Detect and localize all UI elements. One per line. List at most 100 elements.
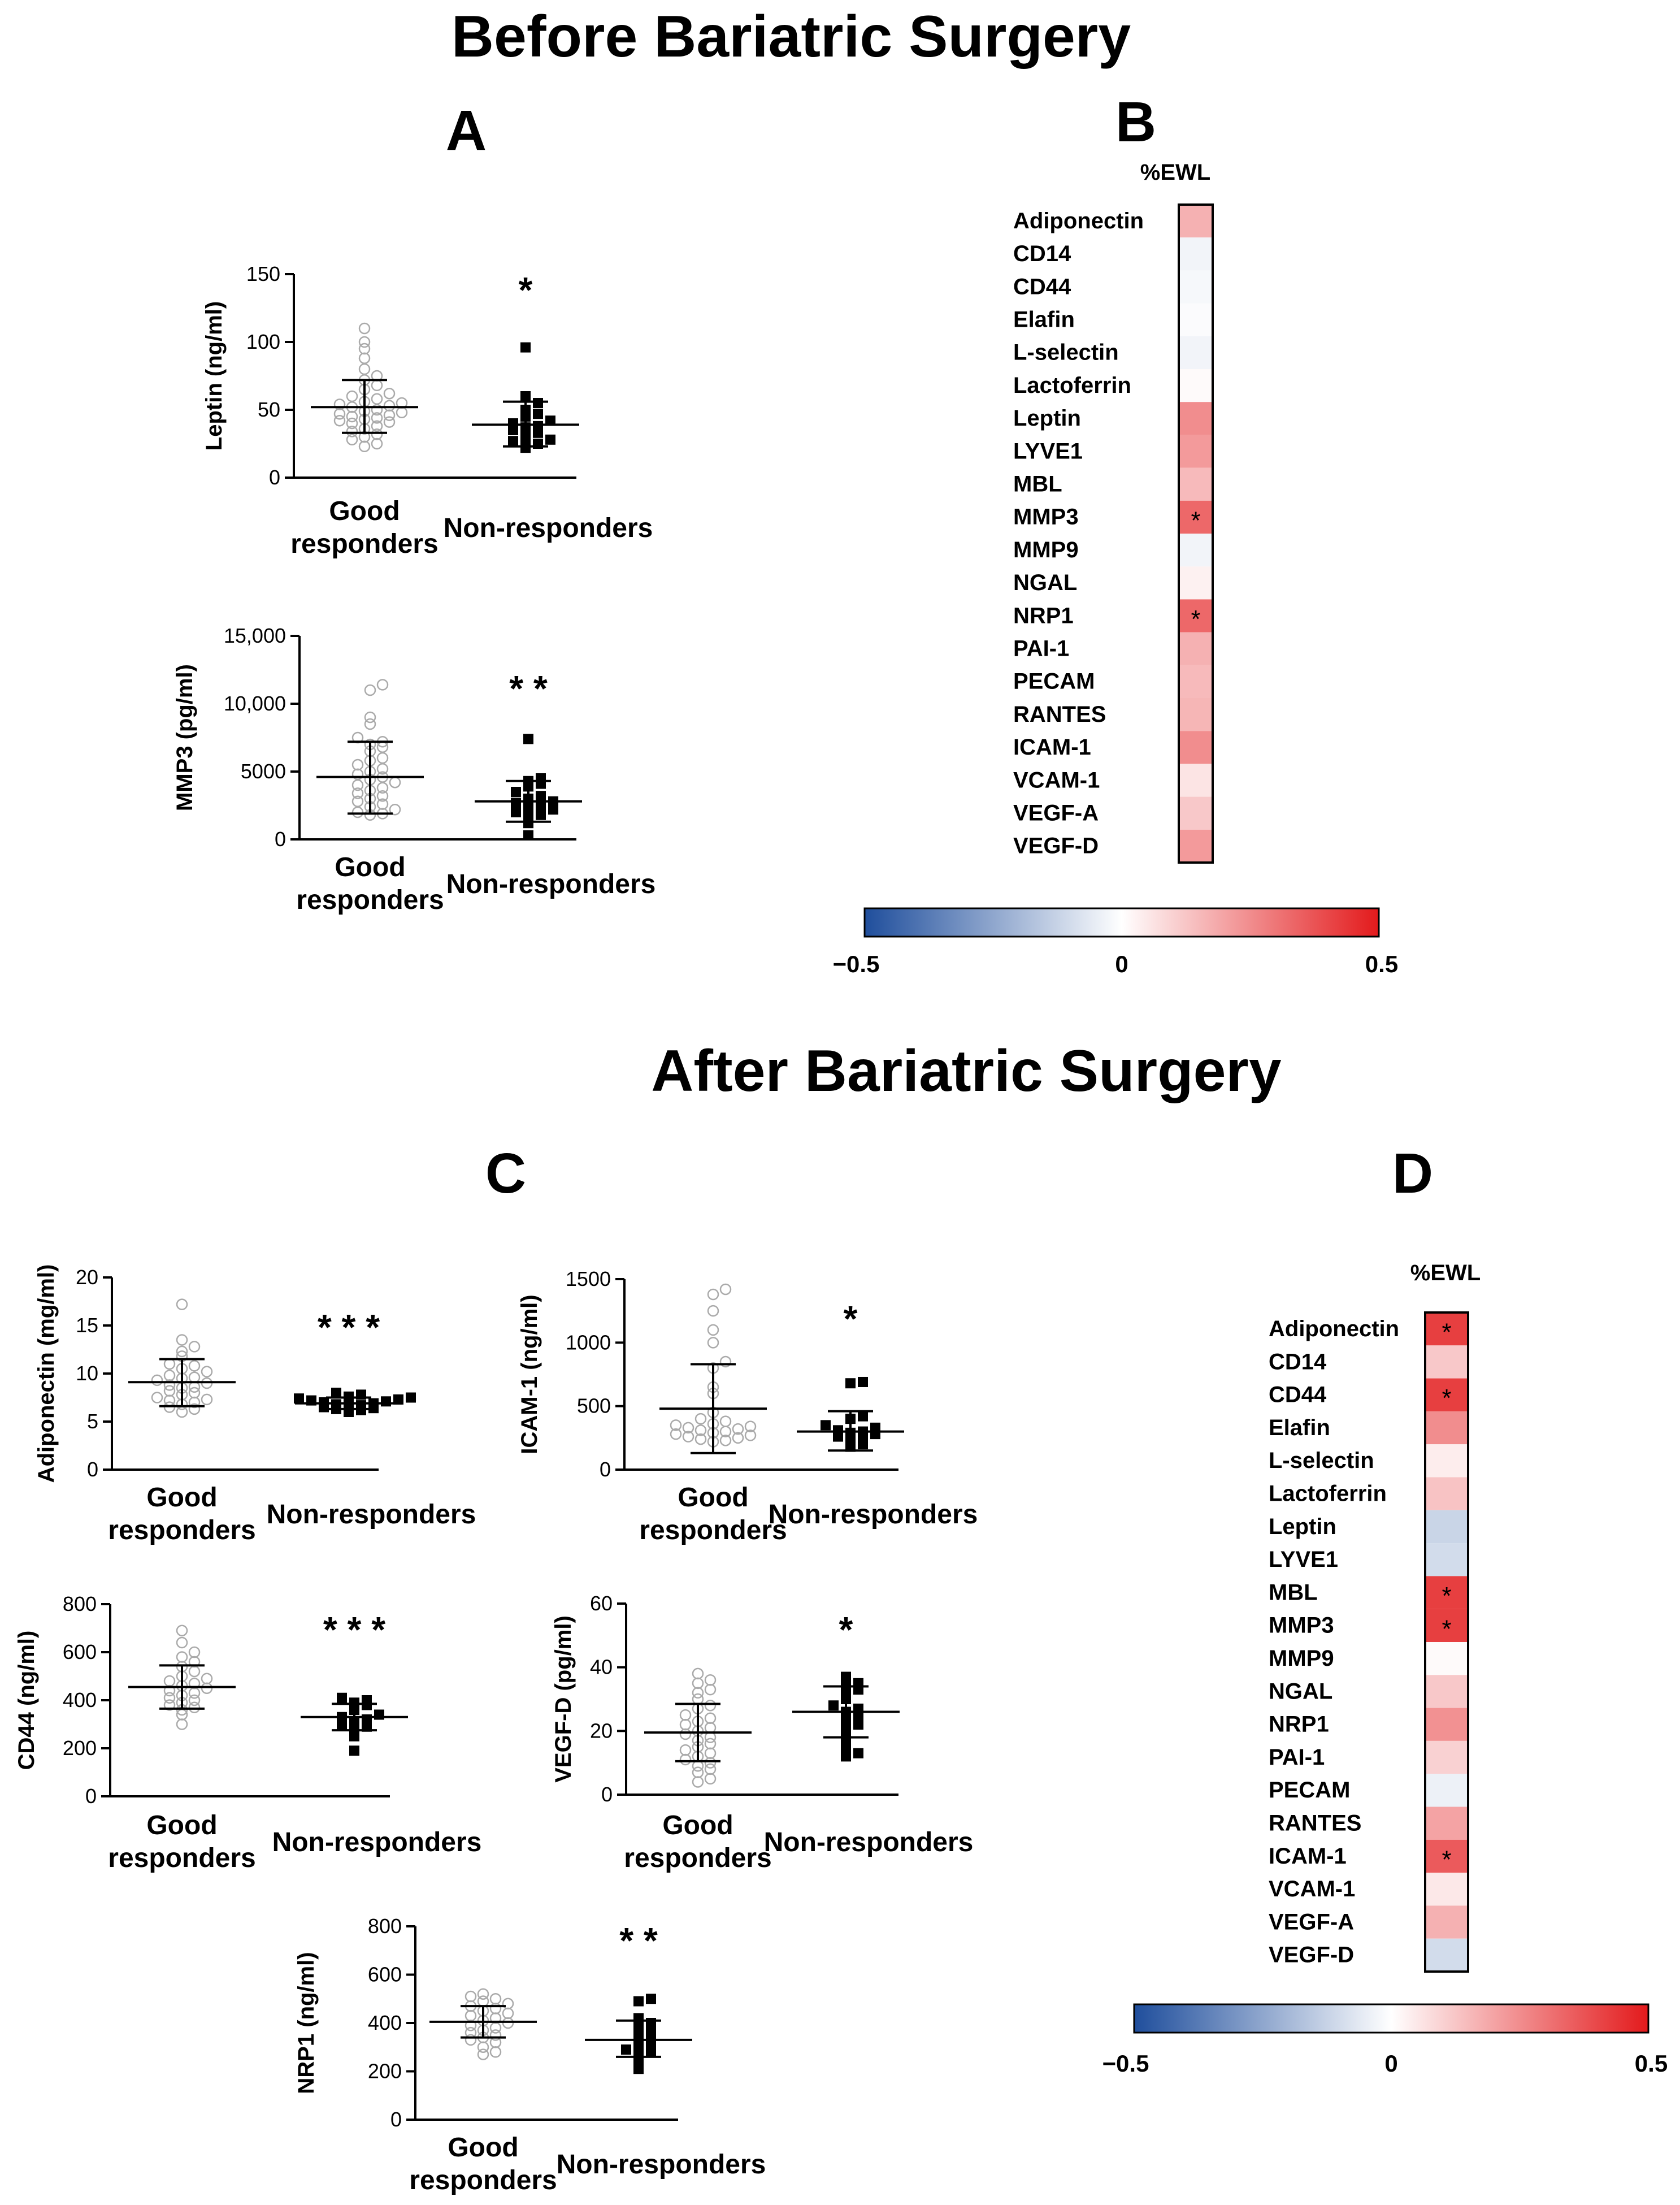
data-point-non bbox=[646, 2028, 656, 2038]
heatmap-b: %EWL Adiponectin CD14 CD44 Elafin L-selectin L… bbox=[833, 160, 1399, 977]
y-tick-label: 0 bbox=[269, 466, 280, 489]
x-category-label-non: Non-responders bbox=[446, 869, 656, 899]
data-point-good bbox=[151, 1392, 163, 1403]
heatmap-row-label: NGAL bbox=[1013, 570, 1077, 595]
x-category-label-good: Good responders bbox=[296, 852, 444, 915]
heatmap-row-label: ICAM-1 bbox=[1013, 735, 1091, 760]
heatmap-row-label: Lactoferrin bbox=[1269, 1481, 1387, 1506]
data-point-good bbox=[694, 1424, 707, 1436]
data-point-non bbox=[294, 1393, 304, 1404]
y-tick-label: 800 bbox=[63, 1592, 97, 1615]
heatmap-cell bbox=[1425, 1807, 1468, 1840]
data-point-good bbox=[176, 1334, 188, 1346]
data-point-non bbox=[821, 1420, 831, 1431]
heatmap-cell bbox=[1425, 1378, 1468, 1411]
data-point-good bbox=[719, 1435, 732, 1446]
data-point-good bbox=[163, 1692, 176, 1704]
data-point-good bbox=[704, 1712, 717, 1725]
colorbar bbox=[863, 907, 1380, 938]
data-point-good bbox=[383, 387, 396, 400]
heatmap-row-label: L-selectin bbox=[1269, 1448, 1374, 1473]
y-tick-label: 20 bbox=[76, 1266, 98, 1289]
data-point-good bbox=[346, 434, 358, 446]
data-point-good bbox=[176, 1651, 188, 1663]
data-point-non bbox=[533, 398, 543, 408]
data-point-non bbox=[523, 734, 533, 744]
heatmap-row-label: CD14 bbox=[1013, 241, 1071, 266]
heatmap-cell bbox=[1179, 731, 1213, 764]
y-tick-label: 10,000 bbox=[224, 692, 286, 715]
data-point-non bbox=[511, 787, 521, 797]
colorbar-tick-label: −0.5 bbox=[1102, 2050, 1149, 2077]
y-axis-label: Leptin (ng/ml) bbox=[202, 301, 227, 450]
y-axis-label: MMP3 (pg/ml) bbox=[172, 664, 197, 811]
data-point-good bbox=[376, 790, 389, 802]
data-point-good bbox=[333, 414, 346, 427]
data-point-good bbox=[188, 1360, 201, 1372]
x-category-label-good: Good responders bbox=[108, 1483, 255, 1545]
category-line: responders bbox=[290, 529, 438, 559]
data-point-good bbox=[188, 1387, 201, 1399]
significance-marker: * bbox=[519, 270, 533, 310]
heatmap-cell bbox=[1179, 566, 1213, 600]
data-point-good bbox=[351, 759, 364, 771]
heatmap-cell bbox=[1425, 1609, 1468, 1642]
data-point-good bbox=[704, 1763, 717, 1775]
heatmap-cell bbox=[1179, 467, 1213, 501]
heatmap-row-label: MMP9 bbox=[1013, 538, 1079, 562]
data-point-good bbox=[670, 1428, 682, 1440]
data-point-good bbox=[346, 390, 358, 402]
heatmap-cell bbox=[1179, 435, 1213, 468]
heatmap-row-label: PECAM bbox=[1269, 1778, 1350, 1803]
heatmap-cell bbox=[1179, 205, 1213, 238]
x-category-label-non: Non-responders bbox=[769, 1500, 978, 1530]
heatmap-row-label: MMP3 bbox=[1013, 505, 1079, 530]
data-point-good bbox=[707, 1305, 719, 1317]
heatmap-row-label: VEGF-D bbox=[1013, 834, 1099, 859]
heatmap-significance-star: * bbox=[1442, 1384, 1451, 1412]
heatmap-row-label: MMP9 bbox=[1269, 1646, 1334, 1671]
data-point-good bbox=[465, 1990, 477, 2003]
y-tick-label: 15 bbox=[76, 1314, 98, 1337]
data-point-non bbox=[536, 809, 546, 820]
category-line: responders bbox=[108, 1843, 255, 1873]
data-point-good bbox=[704, 1700, 717, 1712]
data-point-good bbox=[744, 1420, 757, 1432]
data-point-non bbox=[520, 342, 531, 353]
x-category-label-good: Good responders bbox=[290, 496, 438, 559]
data-point-good bbox=[682, 1422, 694, 1434]
dot-plot-a: 0 50 100 150 Leptin (ng/ml) Good respondersNon… bbox=[202, 262, 653, 559]
heatmap-cell bbox=[1179, 632, 1213, 665]
heatmap-row-label: VEGF-D bbox=[1269, 1943, 1354, 1968]
data-point-good bbox=[682, 1431, 694, 1442]
heatmap-cell bbox=[1179, 500, 1213, 534]
colorbar bbox=[1133, 2003, 1649, 2034]
data-point-non bbox=[337, 1692, 347, 1703]
data-point-non bbox=[853, 1719, 863, 1730]
x-category-label-non: Non-responders bbox=[444, 513, 653, 543]
y-tick-label: 600 bbox=[368, 1963, 402, 1986]
data-point-good bbox=[679, 1709, 692, 1721]
data-point-non bbox=[833, 1425, 843, 1436]
heatmap-cell bbox=[1425, 1444, 1468, 1478]
category-line: Good bbox=[678, 1483, 748, 1513]
y-tick-label: 0 bbox=[390, 2108, 402, 2131]
dot-plot-c4: 0 20 40 60 VEGF-D (pg/ml) Good respondersNon-r… bbox=[551, 1592, 973, 1873]
data-point-non bbox=[508, 436, 518, 447]
data-point-non bbox=[533, 409, 543, 419]
data-point-good bbox=[477, 2048, 489, 2060]
data-point-non bbox=[841, 1742, 851, 1752]
x-category-label-non: Non-responders bbox=[267, 1500, 476, 1530]
data-point-non bbox=[511, 798, 521, 808]
data-point-good bbox=[188, 1341, 201, 1353]
heatmap-column-title: %EWL bbox=[1410, 1260, 1481, 1285]
heatmap-row-label: Elafin bbox=[1269, 1415, 1330, 1440]
data-point-good bbox=[376, 798, 389, 810]
heatmap-row-label: CD14 bbox=[1269, 1349, 1327, 1374]
heatmap-cell bbox=[1425, 1873, 1468, 1906]
colorbar-tick-label: 0 bbox=[1384, 2050, 1397, 2077]
data-point-non bbox=[511, 807, 521, 817]
y-tick-label: 200 bbox=[63, 1736, 97, 1760]
y-tick-label: 800 bbox=[368, 1914, 402, 1938]
